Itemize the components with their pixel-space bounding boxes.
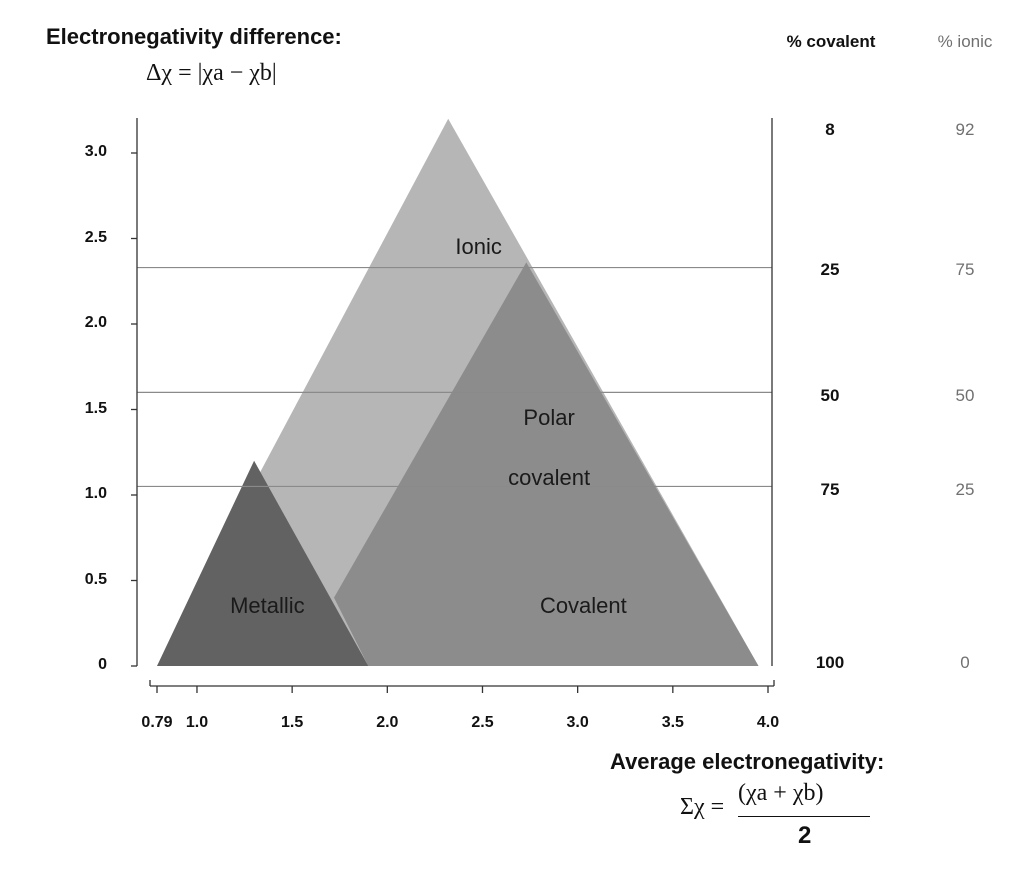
y-tick-label: 3.0	[84, 143, 107, 160]
y-tick-label: 0	[98, 656, 107, 673]
x-formula-lhs: Σχ =	[680, 794, 725, 820]
x-tick-label: 1.0	[185, 714, 209, 731]
fraction-bar	[738, 816, 870, 817]
percent-ionic-value: 75	[955, 260, 975, 279]
region-label: Ionic	[455, 234, 502, 260]
percent-ionic-value: 25	[955, 480, 975, 499]
percent-ionic-header: % ionic	[937, 32, 993, 51]
y-axis-title: Electronegativity difference:	[46, 24, 342, 49]
region-label: Polar	[523, 405, 575, 431]
region-label: covalent	[508, 464, 591, 490]
x-tick-label: 0.79	[141, 714, 173, 731]
percent-covalent-value: 8	[825, 120, 835, 139]
percent-covalent-value: 25	[820, 260, 840, 279]
x-axis-formula: Σχ = (χa + χb) 2	[680, 780, 880, 860]
y-tick-label: 2.5	[84, 228, 107, 246]
metallic-region	[157, 460, 369, 666]
x-tick-label: 1.5	[281, 714, 304, 731]
x-formula-denominator: 2	[798, 822, 812, 849]
percent-ionic-value: 0	[960, 653, 970, 672]
y-tick-label: 1.0	[84, 485, 107, 502]
x-tick-label: 2.5	[471, 714, 494, 731]
region-label: Metallic	[230, 593, 305, 619]
y-tick-label: 2.0	[84, 314, 107, 331]
percent-ionic-value: 50	[955, 386, 975, 405]
polar-covalent-region	[334, 262, 759, 666]
x-tick-label: 4.0	[756, 714, 780, 731]
percent-covalent-value: 100	[815, 653, 845, 672]
x-formula-numerator: (χa + χb)	[738, 780, 824, 806]
x-axis-title: Average electronegativity:	[610, 749, 885, 774]
percent-ionic-value: 92	[955, 120, 975, 139]
x-tick-label: 3.0	[566, 714, 589, 731]
y-axis-formula: Δχ = |χa − χb|	[146, 60, 277, 86]
region-label: Covalent	[539, 593, 627, 619]
percent-covalent-value: 50	[820, 386, 840, 405]
percent-covalent-value: 75	[820, 480, 840, 499]
x-tick-label: 2.0	[376, 714, 399, 731]
y-tick-label: 0.5	[84, 570, 107, 588]
x-tick-label: 3.5	[661, 714, 684, 731]
percent-covalent-header: % covalent	[786, 32, 876, 51]
y-tick-label: 1.5	[84, 399, 107, 417]
